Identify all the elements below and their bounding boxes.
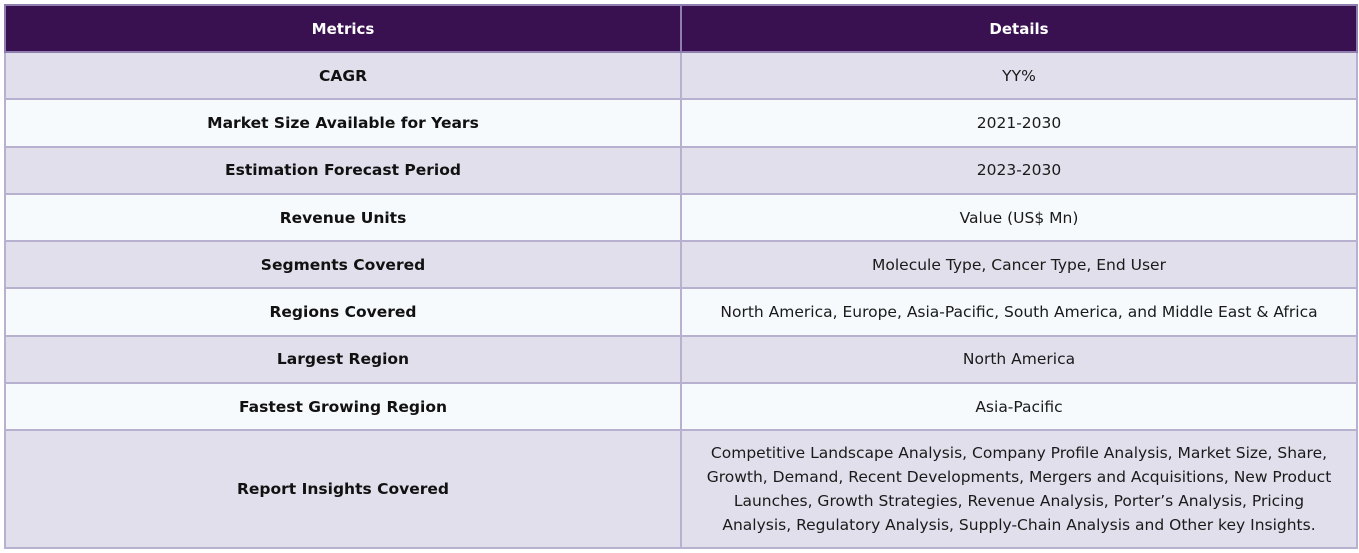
metric-cell: CAGR xyxy=(4,50,682,101)
detail-cell: 2023-2030 xyxy=(680,145,1358,195)
metric-cell: Regions Covered xyxy=(4,287,682,337)
report-metrics-table-container: Metrics Details CAGR YY% Market Size Ava… xyxy=(4,4,1358,550)
table-row: Market Size Available for Years 2021-203… xyxy=(4,98,1358,148)
detail-cell: North America xyxy=(680,334,1358,385)
metric-cell: Fastest Growing Region xyxy=(4,382,682,432)
metric-cell: Report Insights Covered xyxy=(4,429,682,550)
detail-cell: YY% xyxy=(680,50,1358,101)
detail-cell: 2021-2030 xyxy=(680,98,1358,148)
metric-cell: Estimation Forecast Period xyxy=(4,145,682,195)
table-header: Metrics Details xyxy=(4,4,1358,53)
metric-cell: Largest Region xyxy=(4,334,682,385)
table-header-row: Metrics Details xyxy=(4,4,1358,53)
table-row: Segments Covered Molecule Type, Cancer T… xyxy=(4,240,1358,290)
table-row: Largest Region North America xyxy=(4,334,1358,385)
detail-cell: Molecule Type, Cancer Type, End User xyxy=(680,240,1358,290)
table-body: CAGR YY% Market Size Available for Years… xyxy=(4,50,1358,550)
detail-cell: North America, Europe, Asia-Pacific, Sou… xyxy=(680,287,1358,337)
table-row: CAGR YY% xyxy=(4,50,1358,101)
table-row: Estimation Forecast Period 2023-2030 xyxy=(4,145,1358,195)
metrics-column-header: Metrics xyxy=(4,4,682,53)
detail-cell: Asia-Pacific xyxy=(680,382,1358,432)
table-row: Revenue Units Value (US$ Mn) xyxy=(4,192,1358,243)
table-row: Fastest Growing Region Asia-Pacific xyxy=(4,382,1358,432)
detail-cell: Value (US$ Mn) xyxy=(680,192,1358,243)
report-metrics-table: Metrics Details CAGR YY% Market Size Ava… xyxy=(4,4,1358,550)
table-row: Regions Covered North America, Europe, A… xyxy=(4,287,1358,337)
table-row: Report Insights Covered Competitive Land… xyxy=(4,429,1358,550)
metric-cell: Market Size Available for Years xyxy=(4,98,682,148)
metric-cell: Revenue Units xyxy=(4,192,682,243)
metric-cell: Segments Covered xyxy=(4,240,682,290)
details-column-header: Details xyxy=(680,4,1358,53)
detail-cell: Competitive Landscape Analysis, Company … xyxy=(680,429,1358,550)
